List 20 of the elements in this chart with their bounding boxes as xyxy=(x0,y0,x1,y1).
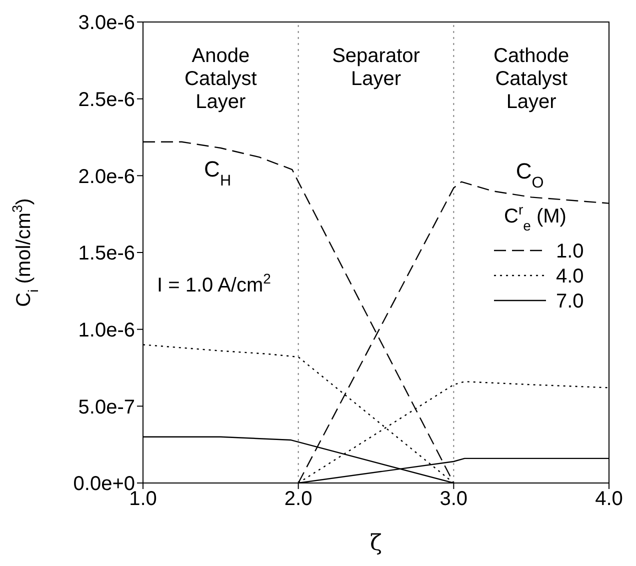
legend-label: 1.0 xyxy=(556,240,584,262)
y-tick-label: 5.0e-7 xyxy=(78,396,135,418)
x-tick-label: 4.0 xyxy=(595,488,623,510)
y-tick-label: 2.0e-6 xyxy=(78,166,135,188)
annotation: Cathode Catalyst Layer xyxy=(494,45,570,113)
y-tick-label: 1.5e-6 xyxy=(78,242,135,265)
legend-title: C$^{r}$$_{e}$ (M) xyxy=(504,202,566,234)
y-tick-label: 2.5e-6 xyxy=(78,88,135,111)
x-axis-title: ζ xyxy=(370,531,382,556)
annotation: I = 1.0 A/cm$^{2}$ xyxy=(156,270,272,297)
legend-label: 4.0 xyxy=(556,266,584,288)
annotation: C$_{H}$ xyxy=(204,156,232,189)
y-tick-label: 3.0e-6 xyxy=(78,12,135,34)
annotation: Separator Layer xyxy=(332,45,420,90)
x-tick-label: 2.0 xyxy=(284,488,312,510)
annotation: Anode Catalyst Layer xyxy=(184,45,258,113)
legend-label: 7.0 xyxy=(556,290,584,312)
y-tick-label: 1.0e-6 xyxy=(78,319,135,342)
annotation: C$_{O}$ xyxy=(516,158,544,192)
x-tick-label: 3.0 xyxy=(440,488,468,510)
